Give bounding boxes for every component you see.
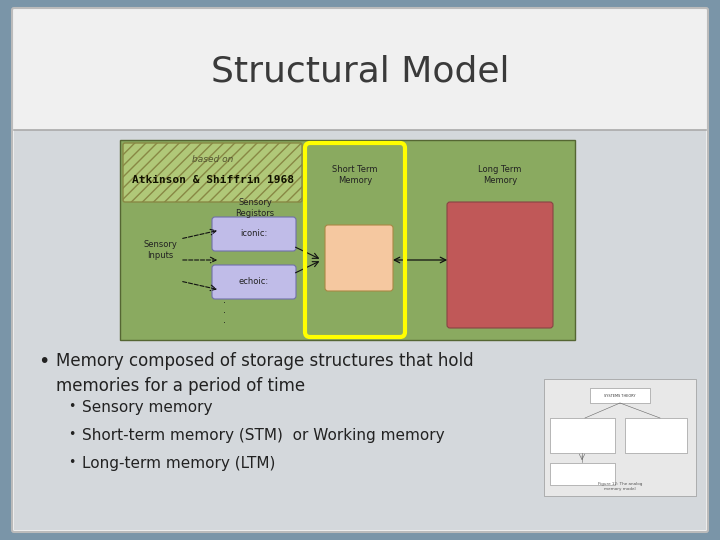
FancyBboxPatch shape xyxy=(447,202,553,328)
FancyBboxPatch shape xyxy=(544,379,696,496)
FancyBboxPatch shape xyxy=(12,8,708,532)
Text: based on: based on xyxy=(192,156,233,165)
Text: •: • xyxy=(38,352,50,371)
Bar xyxy=(550,418,615,453)
Text: Short-term memory (STM)  or Working memory: Short-term memory (STM) or Working memor… xyxy=(82,428,445,443)
FancyBboxPatch shape xyxy=(212,265,296,299)
Text: Short Term
Memory: Short Term Memory xyxy=(332,165,378,185)
Text: •: • xyxy=(68,456,76,469)
Text: •: • xyxy=(68,428,76,441)
Text: Atkinson & Shiffrin 1968: Atkinson & Shiffrin 1968 xyxy=(132,175,294,185)
Text: Memory composed of storage structures that hold
memories for a period of time: Memory composed of storage structures th… xyxy=(56,352,474,395)
Bar xyxy=(14,10,706,130)
Text: Structural Model: Structural Model xyxy=(211,55,509,89)
Text: Long-term memory (LTM): Long-term memory (LTM) xyxy=(82,456,275,471)
Text: •: • xyxy=(68,400,76,413)
Text: Long Term
Memory: Long Term Memory xyxy=(478,165,522,185)
Text: echoic:: echoic: xyxy=(239,278,269,287)
Text: Sensory
Registors: Sensory Registors xyxy=(235,198,274,218)
Bar xyxy=(550,463,615,485)
Bar xyxy=(590,388,650,403)
Bar xyxy=(120,140,575,340)
Bar xyxy=(14,130,706,530)
FancyBboxPatch shape xyxy=(212,217,296,251)
Bar xyxy=(625,418,687,453)
Text: .
.
.: . . . xyxy=(223,295,227,325)
Text: iconic:: iconic: xyxy=(240,230,268,239)
Text: Sensory
Inputs: Sensory Inputs xyxy=(143,240,177,260)
FancyBboxPatch shape xyxy=(325,225,393,291)
Text: Sensory memory: Sensory memory xyxy=(82,400,212,415)
Text: SYSTEMS THEORY: SYSTEMS THEORY xyxy=(604,394,636,398)
Text: Figure 12: The analog
memory model: Figure 12: The analog memory model xyxy=(598,482,642,491)
FancyBboxPatch shape xyxy=(123,143,302,202)
